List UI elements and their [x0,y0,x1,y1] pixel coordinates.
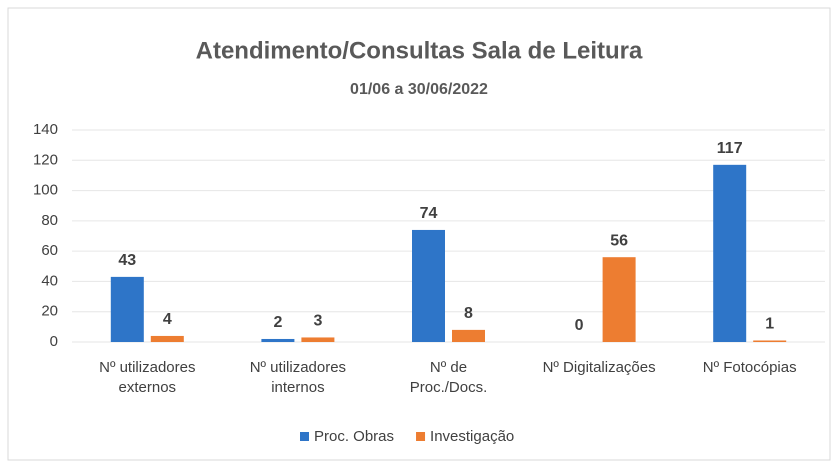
bar [261,338,295,342]
bar [301,337,335,342]
x-tick-label: Nº Digitalizações [542,359,656,376]
y-tick-label: 0 [50,333,58,350]
chart-title: Atendimento/Consultas Sala de Leitura [196,37,643,64]
y-tick-label: 20 [41,303,58,320]
data-label: 3 [313,313,322,330]
data-label: 1 [765,316,774,333]
chart-subtitle: 01/06 a 30/06/2022 [350,81,488,98]
y-tick-label: 40 [41,272,58,289]
data-label: 56 [610,232,628,249]
data-label: 2 [273,314,282,331]
bar [412,229,445,342]
bar [713,164,747,342]
legend-swatch [416,432,426,441]
bar [602,257,636,342]
data-label: 43 [118,252,136,269]
x-tick-label: Nº Fotocópias [702,359,797,376]
y-tick-label: 120 [33,151,58,168]
data-label: 74 [420,205,438,222]
legend-swatch [300,432,309,441]
y-tick-label: 100 [33,182,58,199]
y-tick-label: 60 [41,242,58,259]
x-tick-label: Nº utilizadores internos [249,359,347,396]
bar [110,276,144,342]
data-label: 117 [717,140,743,157]
legend-label: Investigação [430,428,514,445]
x-tick-label: Nº utilizadores externos [99,359,196,396]
data-label: 8 [464,305,473,322]
bar [452,329,485,342]
bar [150,335,184,342]
data-label: 4 [163,311,172,328]
y-tick-label: 140 [33,121,58,138]
bar [753,340,787,342]
legend-label: Proc. Obras [314,428,394,445]
data-label: 0 [575,317,584,334]
y-tick-label: 80 [41,212,58,229]
x-tick-label: Nº de Proc./Docs. [409,359,488,396]
